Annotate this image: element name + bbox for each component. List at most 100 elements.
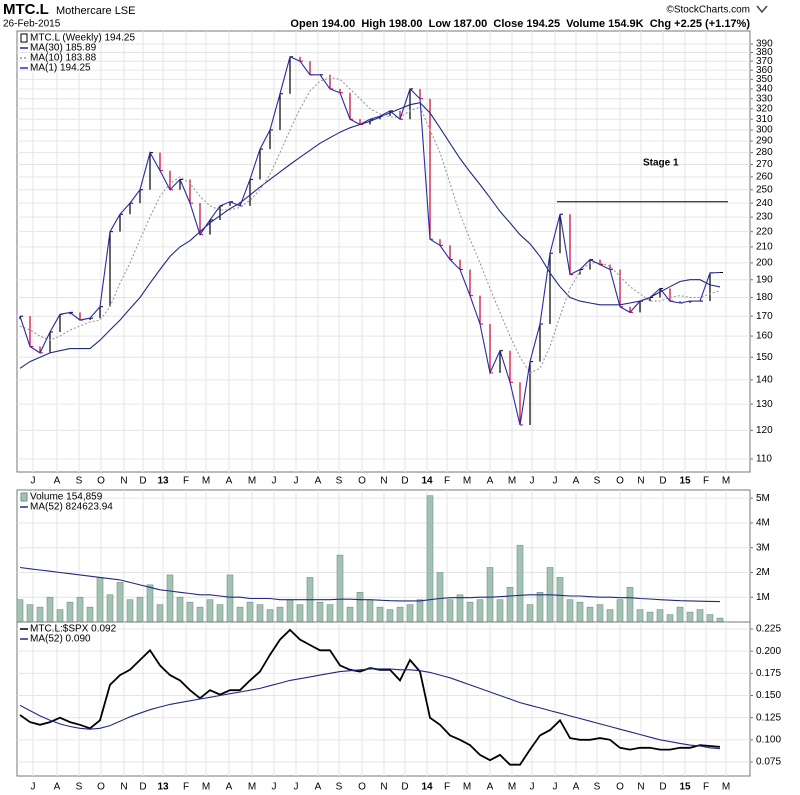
x-tick-label: M xyxy=(722,476,730,487)
x-tick-label: S xyxy=(594,476,601,487)
volume-bar xyxy=(686,611,694,623)
y-tick-label: 120 xyxy=(756,425,773,436)
menu-icon[interactable] xyxy=(756,5,768,14)
volume-bar xyxy=(526,604,534,623)
volume-bar xyxy=(516,544,524,623)
y-tick-label: 160 xyxy=(756,331,773,342)
x-tick-label: F xyxy=(703,476,709,487)
y-tick-label: 340 xyxy=(756,84,773,95)
y-tick-label: 380 xyxy=(756,47,773,58)
volume-bar xyxy=(586,606,594,623)
volume-bar xyxy=(216,604,224,623)
y-tick-label: 0.125 xyxy=(756,712,781,723)
volume-bar xyxy=(106,594,114,623)
y-tick-label: 240 xyxy=(756,198,773,209)
volume-bar xyxy=(146,584,154,623)
y-tick-label: 200 xyxy=(756,258,773,269)
y-tick-label: 320 xyxy=(756,103,773,114)
volume-bar xyxy=(696,609,704,623)
volume-bar xyxy=(676,606,684,623)
x-tick-label: O xyxy=(97,782,105,793)
x-tick-label: O xyxy=(616,782,624,793)
y-tick-label: 210 xyxy=(756,242,773,253)
volume-bar xyxy=(486,567,494,623)
volume-bar xyxy=(126,599,134,623)
x-tick-label: A xyxy=(573,476,580,487)
volume-bar xyxy=(556,577,564,623)
y-tick-label: 390 xyxy=(756,39,773,50)
volume-bar xyxy=(416,599,424,623)
volume-bar xyxy=(246,601,254,623)
volume-bar xyxy=(346,606,354,623)
y-tick-label: 130 xyxy=(756,399,773,410)
y-tick-label: 0.100 xyxy=(756,734,781,745)
x-tick-label: M xyxy=(508,782,516,793)
volume-bar xyxy=(376,606,384,623)
volume-bar xyxy=(356,591,364,623)
x-tick-label: J xyxy=(294,782,299,793)
company-name: Mothercare LSE xyxy=(56,5,135,17)
y-tick-label: 150 xyxy=(756,352,773,363)
x-tick-label: O xyxy=(358,782,366,793)
volume-bar xyxy=(576,601,584,623)
y-tick-label: 140 xyxy=(756,374,773,385)
legend-label: MA(52) 824623.94 xyxy=(30,502,113,513)
x-tick-label: 14 xyxy=(421,782,433,793)
volume-bar xyxy=(406,604,414,623)
volume-bar xyxy=(176,596,184,623)
volume-bar xyxy=(286,599,294,623)
y-tick-label: 3M xyxy=(756,542,770,553)
x-tick-label: D xyxy=(401,476,408,487)
x-tick-label: M xyxy=(463,782,471,793)
x-tick-label: S xyxy=(76,476,83,487)
volume-bar xyxy=(86,606,94,623)
volume-bar xyxy=(46,596,54,623)
y-tick-label: 0.175 xyxy=(756,668,781,679)
volume-bar xyxy=(446,599,454,623)
volume-bar xyxy=(636,609,644,623)
x-tick-label: M xyxy=(463,476,471,487)
volume-bar xyxy=(616,599,624,623)
x-tick-label: 14 xyxy=(421,476,433,487)
volume-bar xyxy=(666,614,674,623)
x-tick-label: A xyxy=(315,476,322,487)
date: 26-Feb-2015 xyxy=(3,19,61,30)
x-tick-label: F xyxy=(444,782,450,793)
y-tick-label: 230 xyxy=(756,212,773,223)
x-tick-label: M xyxy=(202,782,210,793)
y-tick-label: 190 xyxy=(756,274,773,285)
legend-label: MTC.L (Weekly) 194.25 xyxy=(30,33,135,44)
x-tick-label: N xyxy=(120,476,127,487)
x-tick-label: S xyxy=(594,782,601,793)
y-tick-label: 270 xyxy=(756,159,773,170)
volume-bar xyxy=(196,606,204,623)
legend-label: MA(1) 194.25 xyxy=(30,63,91,74)
x-tick-label: D xyxy=(659,476,666,487)
volume-bar xyxy=(296,604,304,623)
volume-bar xyxy=(386,609,394,623)
volume-bar xyxy=(256,604,264,623)
volume-bar xyxy=(26,604,34,623)
legend-swatch xyxy=(20,33,28,43)
y-tick-label: 250 xyxy=(756,184,773,195)
series-line xyxy=(19,56,721,426)
x-tick-label: F xyxy=(183,782,189,793)
y-tick-label: 280 xyxy=(756,147,773,158)
volume-bar xyxy=(626,587,634,623)
volume-bar xyxy=(716,617,724,623)
volume-bar xyxy=(156,604,164,623)
volume-bar xyxy=(456,594,464,623)
x-tick-label: D xyxy=(401,782,408,793)
volume-bar xyxy=(16,599,24,623)
x-tick-label: F xyxy=(703,782,709,793)
y-tick-label: 0.200 xyxy=(756,646,781,657)
y-tick-label: 4M xyxy=(756,518,770,529)
volume-bar xyxy=(506,587,514,623)
volume-bar xyxy=(266,609,274,623)
y-tick-label: 290 xyxy=(756,136,773,147)
volume-bar xyxy=(436,572,444,623)
volume-bar xyxy=(336,554,344,623)
x-tick-label: O xyxy=(97,476,105,487)
volume-bar xyxy=(496,599,504,623)
x-tick-label: N xyxy=(637,782,644,793)
